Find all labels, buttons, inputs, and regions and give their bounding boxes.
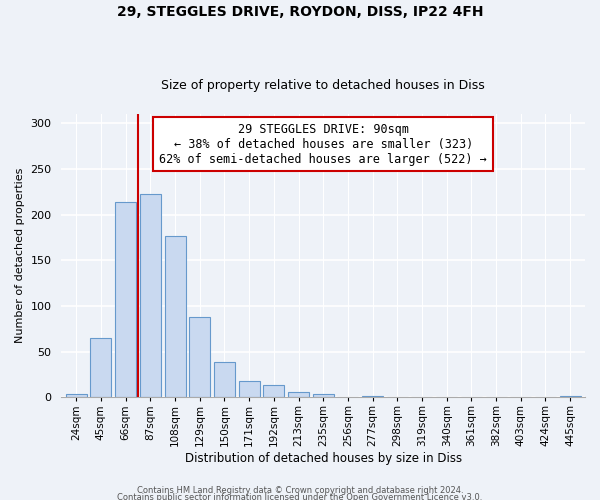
Bar [288, 392, 309, 398]
Bar [362, 396, 383, 398]
Text: Contains public sector information licensed under the Open Government Licence v3: Contains public sector information licen… [118, 494, 482, 500]
Bar [313, 394, 334, 398]
Bar [91, 338, 112, 398]
Bar [140, 194, 161, 398]
Bar [263, 384, 284, 398]
Bar [214, 362, 235, 398]
Bar [189, 317, 210, 398]
Text: 29 STEGGLES DRIVE: 90sqm
← 38% of detached houses are smaller (323)
62% of semi-: 29 STEGGLES DRIVE: 90sqm ← 38% of detach… [160, 122, 487, 166]
Bar [560, 396, 581, 398]
Bar [239, 381, 260, 398]
Title: Size of property relative to detached houses in Diss: Size of property relative to detached ho… [161, 79, 485, 92]
X-axis label: Distribution of detached houses by size in Diss: Distribution of detached houses by size … [185, 452, 462, 465]
Bar [66, 394, 87, 398]
Text: 29, STEGGLES DRIVE, ROYDON, DISS, IP22 4FH: 29, STEGGLES DRIVE, ROYDON, DISS, IP22 4… [117, 5, 483, 19]
Text: Contains HM Land Registry data © Crown copyright and database right 2024.: Contains HM Land Registry data © Crown c… [137, 486, 463, 495]
Y-axis label: Number of detached properties: Number of detached properties [15, 168, 25, 344]
Bar [164, 236, 185, 398]
Bar [115, 202, 136, 398]
